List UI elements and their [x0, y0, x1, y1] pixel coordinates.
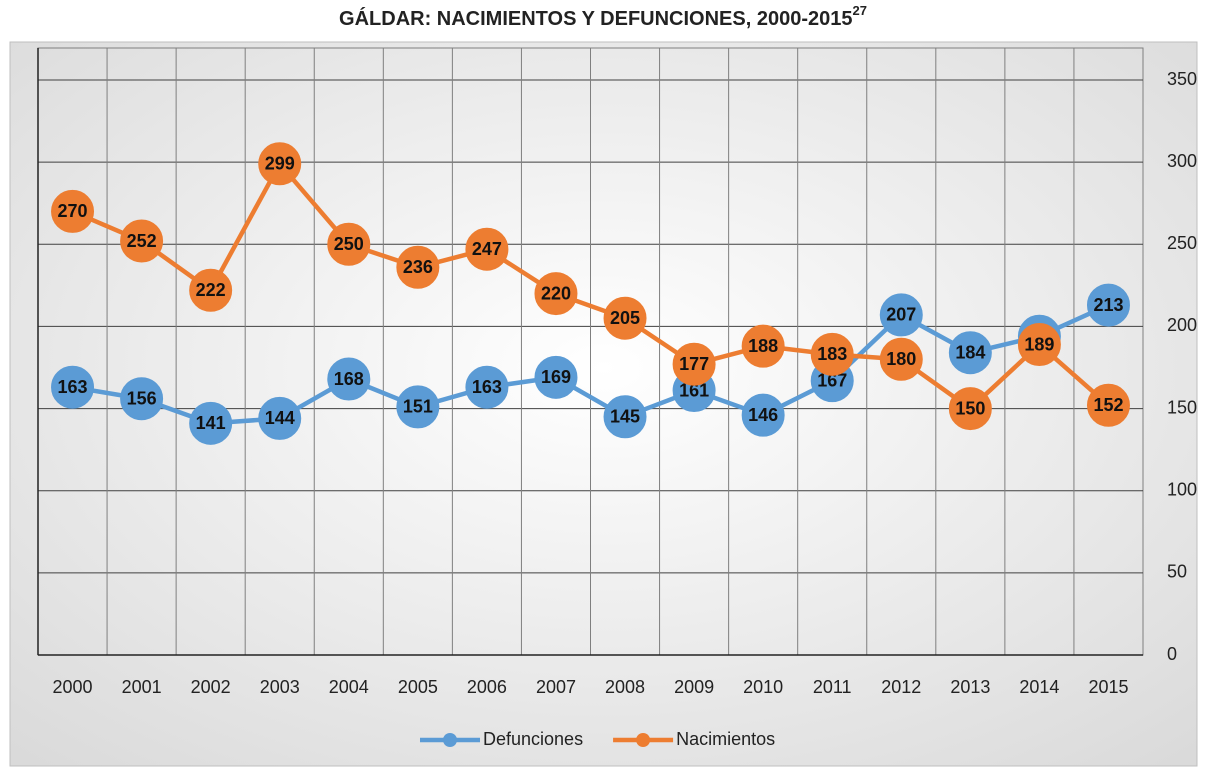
y-tick-label: 300	[1167, 151, 1197, 171]
marker	[51, 189, 95, 233]
data-label: 150	[955, 398, 985, 418]
y-tick-label: 0	[1167, 644, 1177, 664]
series-line	[71, 159, 1110, 412]
data-label: 220	[541, 283, 571, 303]
marker	[258, 396, 302, 440]
marker	[948, 331, 992, 375]
y-tick-label: 100	[1167, 479, 1197, 499]
legend-marker	[443, 733, 457, 747]
marker	[327, 357, 371, 401]
legend-label: Nacimientos	[676, 729, 775, 749]
data-label: 163	[58, 377, 88, 397]
x-tick-label: 2015	[1088, 677, 1128, 697]
marker	[396, 385, 440, 429]
marker	[465, 227, 509, 271]
x-tick-label: 2010	[743, 677, 783, 697]
y-tick-label: 250	[1167, 233, 1197, 253]
chart-title: GÁLDAR: NACIMIENTOS Y DEFUNCIONES, 2000-…	[339, 3, 867, 30]
data-label: 188	[748, 336, 778, 356]
marker	[1017, 323, 1061, 366]
marker	[189, 401, 233, 445]
data-label: 247	[472, 239, 502, 259]
x-tick-label: 2002	[191, 677, 231, 697]
data-label: 177	[679, 354, 709, 374]
marker	[534, 272, 578, 316]
data-label: 183	[817, 344, 847, 364]
data-label: 299	[265, 154, 295, 174]
marker	[258, 142, 302, 186]
marker	[396, 245, 440, 289]
x-tick-label: 2007	[536, 677, 576, 697]
series-line	[72, 303, 1110, 426]
marker	[327, 222, 371, 266]
data-label: 168	[334, 369, 364, 389]
data-label: 213	[1093, 295, 1123, 315]
data-label: 169	[541, 367, 571, 387]
legend-marker	[636, 733, 651, 747]
marker	[189, 268, 233, 312]
data-label: 144	[265, 408, 295, 428]
marker	[948, 387, 992, 431]
data-label: 152	[1093, 395, 1123, 415]
marker	[1086, 283, 1130, 327]
marker	[465, 365, 509, 409]
y-tick-label: 200	[1167, 315, 1197, 335]
y-tick-label: 50	[1167, 562, 1187, 582]
data-label: 222	[196, 280, 226, 300]
x-tick-label: 2005	[398, 677, 438, 697]
x-tick-label: 2013	[950, 677, 990, 697]
data-label: 236	[403, 257, 433, 277]
data-label: 145	[610, 407, 640, 427]
x-tick-label: 2011	[813, 677, 852, 697]
data-label: 167	[817, 370, 847, 390]
x-tick-label: 2009	[674, 677, 714, 697]
marker	[120, 377, 164, 421]
x-tick-label: 2004	[329, 677, 369, 697]
marker	[534, 355, 578, 399]
data-label: 184	[955, 342, 985, 362]
x-tick-label: 2012	[881, 677, 921, 697]
data-label: 270	[58, 201, 88, 221]
x-tick-label: 2006	[467, 677, 507, 697]
legend-label: Defunciones	[483, 729, 583, 749]
y-tick-label: 350	[1167, 69, 1197, 89]
marker	[879, 293, 923, 337]
data-label: 180	[886, 349, 916, 369]
marker	[741, 393, 785, 437]
marker	[1086, 383, 1130, 427]
data-label: 207	[886, 305, 916, 325]
x-tick-label: 2003	[260, 677, 300, 697]
x-tick-label: 2014	[1019, 677, 1059, 697]
x-tick-label: 2008	[605, 677, 645, 697]
x-tick-label: 2000	[53, 677, 93, 697]
data-label: 146	[748, 405, 778, 425]
data-label: 161	[679, 380, 709, 400]
marker	[810, 332, 854, 376]
marker	[120, 219, 164, 263]
data-label: 189	[1024, 334, 1054, 354]
marker	[879, 337, 923, 381]
marker	[51, 365, 95, 409]
marker	[603, 395, 647, 439]
data-label: 151	[403, 397, 433, 417]
data-label: 141	[196, 413, 226, 433]
data-label: 250	[334, 234, 364, 254]
y-tick-label: 150	[1167, 397, 1197, 417]
marker	[741, 324, 785, 368]
data-label: 163	[472, 377, 502, 397]
marker	[603, 296, 647, 340]
data-label: 156	[127, 388, 157, 408]
data-label: 252	[127, 231, 157, 251]
data-label: 205	[610, 308, 640, 328]
marker	[672, 342, 716, 386]
x-tick-label: 2001	[122, 677, 162, 697]
